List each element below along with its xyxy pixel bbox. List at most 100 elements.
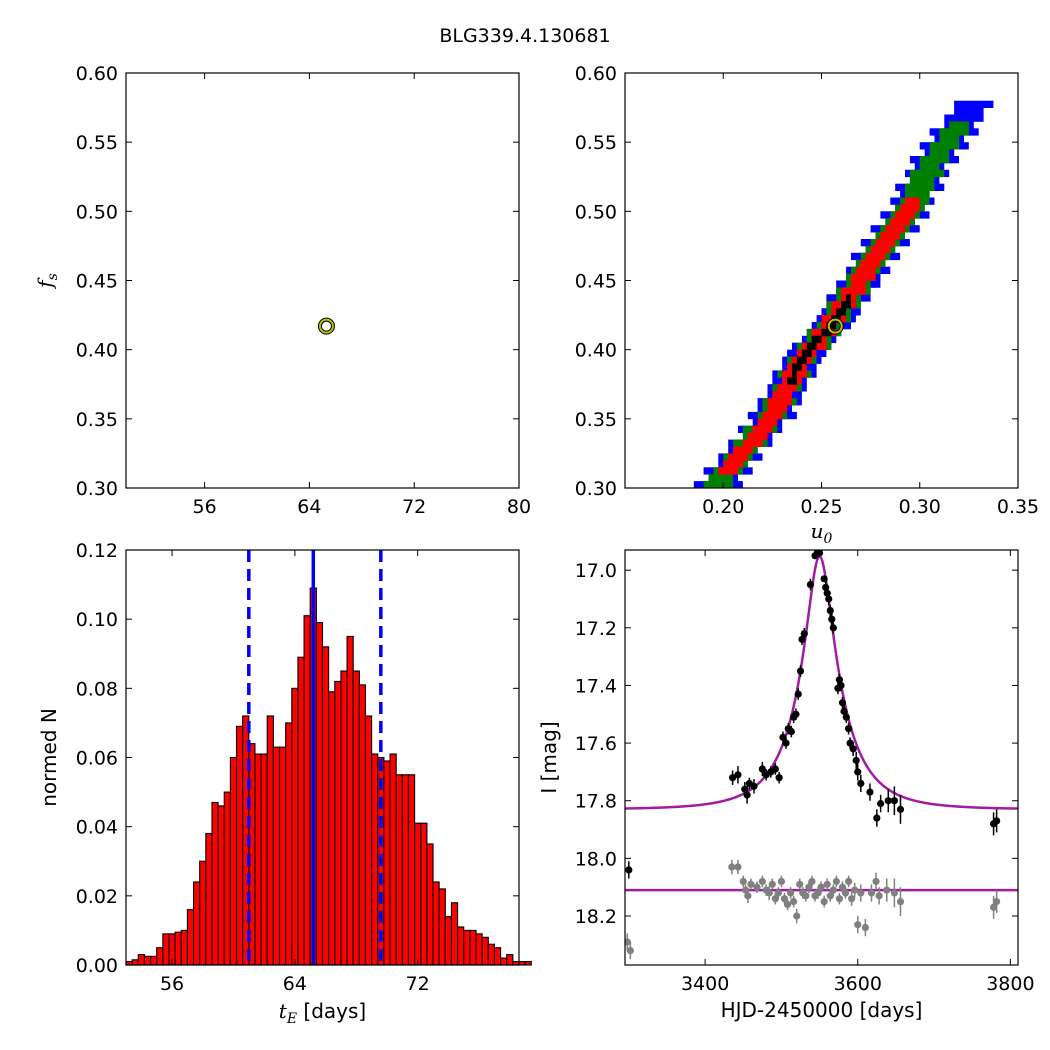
hist-bar-27 (291, 687, 299, 966)
hist-bar-6 (162, 933, 170, 966)
x-tick-label-0: 56 (193, 496, 217, 518)
data-point-0 (625, 866, 633, 874)
hist-bar-34 (334, 680, 342, 966)
x-axis-label-u0: u0 (811, 519, 833, 547)
hist-bar-17 (229, 756, 238, 966)
hist-bar-46 (407, 774, 416, 966)
hist-bar-39 (364, 715, 373, 966)
residuals-point-32 (829, 886, 837, 894)
y-tick-label-6: 18.2 (575, 906, 617, 928)
hist-bar-45 (401, 774, 410, 966)
residuals-point-25 (808, 877, 816, 886)
data-point-42 (852, 756, 860, 764)
hist-bar-25 (278, 746, 287, 966)
residuals-point-37 (844, 877, 853, 886)
residuals-point-27 (814, 889, 822, 897)
hist-bar-38 (358, 684, 367, 966)
heatmap-cell-blue-53 (944, 114, 984, 122)
data-point-39 (844, 725, 853, 733)
y-tick-label-6: 0.60 (575, 63, 617, 85)
heatmap-cell-red-137 (851, 273, 876, 281)
y-axis-label-fs: fs (33, 273, 61, 290)
hist-bar-53 (450, 902, 459, 966)
residuals-point-42 (861, 923, 869, 932)
best-fit-marker (318, 318, 334, 334)
data-point-22 (806, 580, 815, 589)
hist-bar-29 (303, 615, 311, 966)
x-tick-label-0: 3400 (681, 973, 729, 995)
x-tick-label-2: 72 (406, 973, 430, 995)
hist-bar-61 (500, 957, 508, 966)
residuals-point-41 (857, 889, 865, 897)
heatmap-cell-red-110 (723, 460, 743, 468)
y-tick-label-3: 0.45 (575, 271, 617, 293)
hist-bar-8 (174, 931, 182, 966)
heatmap-cell-green-103 (919, 156, 950, 164)
hist-bar-21 (254, 753, 262, 966)
y-tick-label-1: 0.02 (76, 886, 118, 908)
y-tick-label-6: 0.12 (76, 540, 118, 562)
x-tick-label-0: 56 (160, 973, 184, 995)
residuals-point-29 (820, 897, 828, 906)
data-point-25 (815, 550, 824, 557)
residuals-point-43 (867, 889, 876, 897)
data-point-1 (728, 774, 737, 782)
y-tick-label-1: 17.2 (575, 618, 617, 640)
hist-bar-60 (493, 947, 502, 966)
data-point-35 (837, 681, 845, 690)
heatmap-cell-red-109 (718, 467, 738, 475)
x-tick-label-3: 0.35 (997, 496, 1039, 518)
x-tick-label-2: 3800 (986, 973, 1034, 995)
residuals-point-35 (838, 883, 847, 891)
hist-bar-42 (383, 760, 391, 966)
hist-bar-31 (315, 622, 324, 966)
residuals-point-40 (854, 921, 862, 929)
heatmap-cell-green-56 (703, 481, 734, 488)
data-point-41 (849, 745, 857, 753)
y-tick-label-3: 0.06 (76, 748, 118, 770)
hist-bar-44 (395, 774, 403, 966)
hist-bar-9 (180, 929, 188, 966)
y-tick-label-1: 0.35 (76, 409, 118, 431)
hist-bar-57 (475, 933, 483, 966)
heatmap-cell-red-136 (851, 280, 866, 288)
y-axis-label-mag: I [mag] (537, 721, 561, 793)
residuals-point-45 (875, 892, 883, 900)
data-point-31 (828, 615, 836, 623)
axes-frame-0 (125, 72, 520, 489)
residuals-point-48 (896, 897, 905, 906)
residuals-point-20 (793, 912, 801, 920)
hist-bar-22 (260, 753, 268, 966)
heatmap-cell-black-157 (826, 322, 837, 330)
hist-bar-65 (524, 960, 532, 966)
data-point-47 (877, 800, 885, 808)
data-point-6 (750, 782, 758, 790)
x-tick-label-2: 0.30 (899, 496, 941, 518)
heatmap-cell-red-138 (855, 266, 876, 274)
heatmap-cell-red-144 (885, 225, 906, 233)
heatmap-cell-green-107 (939, 128, 969, 136)
hist-bar-64 (518, 960, 526, 966)
residuals-point-6 (744, 892, 752, 900)
x-axis-label-hjd: HJD-2450000 [days] (721, 998, 923, 1022)
residuals-point-7 (747, 880, 755, 888)
heatmap-cell-red-115 (752, 425, 773, 433)
residuals-point-33 (832, 877, 840, 886)
hist-bar-16 (223, 791, 231, 966)
lightcurve-plot-area (625, 550, 1018, 960)
data-point-32 (829, 624, 837, 632)
x-tick-label-1: 3600 (834, 973, 882, 995)
heatmap-cell-red-147 (900, 204, 920, 212)
heatmap-cell-green-100 (909, 176, 935, 184)
data-point-11 (775, 774, 783, 782)
data-point-48 (884, 797, 892, 805)
y-tick-label-5: 18.0 (575, 848, 617, 870)
y-tick-label-4: 0.50 (575, 201, 617, 223)
y-tick-label-2: 0.40 (76, 340, 118, 362)
y-tick-label-4: 0.50 (76, 201, 118, 223)
heatmap-cell-red-121 (777, 384, 797, 392)
residuals-point-11 (765, 889, 773, 897)
hist-bar-40 (371, 753, 379, 966)
residuals-point-14 (774, 889, 782, 897)
residuals-point-13 (771, 895, 779, 903)
